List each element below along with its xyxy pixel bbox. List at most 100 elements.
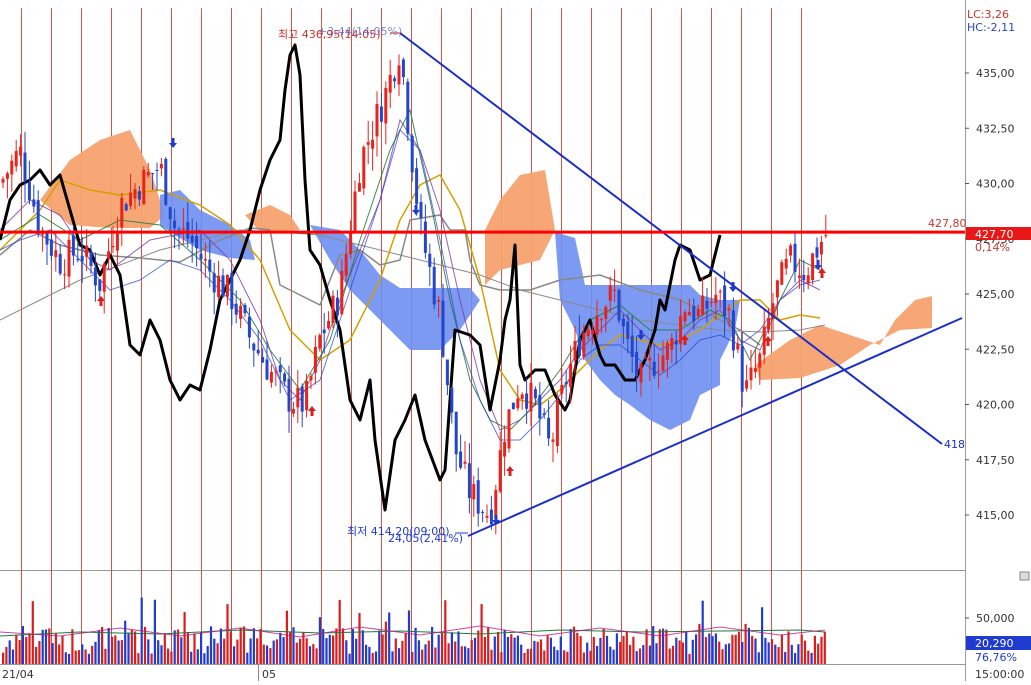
volume-bar — [615, 633, 618, 664]
candle-body — [657, 371, 661, 373]
candle-body — [63, 274, 67, 276]
descending-trendline — [399, 32, 943, 445]
volume-bar — [444, 600, 447, 664]
volume-bar — [714, 633, 717, 664]
volume-bar — [71, 629, 74, 664]
volume-bar — [803, 640, 807, 664]
volume-bar — [374, 651, 378, 664]
candle-body — [195, 235, 199, 249]
volume-bar — [737, 631, 741, 664]
candle-body — [547, 417, 551, 439]
candle-body — [674, 340, 678, 345]
current-volume-box — [966, 636, 1031, 650]
volume-bar — [48, 628, 51, 664]
volume-bar — [576, 632, 579, 664]
candle-body — [331, 295, 335, 324]
volume-bar — [345, 640, 348, 664]
candle-body — [793, 243, 797, 272]
candle-body — [511, 402, 515, 410]
volume-bar — [642, 645, 645, 664]
candle-body — [498, 450, 502, 492]
candle-body — [36, 200, 40, 233]
volume-bar — [302, 631, 305, 664]
candle-body — [32, 199, 36, 207]
volume-bar — [767, 642, 770, 664]
current-volume-ratio: 76,76% — [975, 651, 1017, 664]
candle-body — [551, 439, 555, 442]
volume-bar — [526, 648, 529, 664]
candle-body — [582, 332, 586, 357]
candle-body — [626, 321, 630, 339]
candle-body — [344, 254, 348, 276]
candle-body — [595, 315, 599, 335]
candle-body — [291, 408, 295, 414]
volume-bar — [447, 643, 450, 664]
volume-bar — [289, 631, 292, 664]
candle-body — [98, 279, 102, 291]
volume-bar — [2, 652, 5, 664]
candle-body — [313, 347, 317, 373]
candle-body — [137, 191, 141, 200]
current-price-box — [966, 227, 1031, 240]
volume-bar — [681, 642, 684, 664]
candle-body — [476, 480, 480, 514]
candle-body — [27, 181, 31, 201]
candle-body — [507, 409, 511, 449]
candle-body — [679, 316, 683, 345]
candle-body — [819, 241, 823, 255]
candle-body — [80, 255, 84, 262]
candle-body — [252, 343, 256, 351]
candle-body — [718, 291, 722, 293]
volume-bar — [388, 612, 391, 664]
candle-body — [71, 235, 75, 256]
y-tick-label: 420,00 — [976, 399, 1015, 412]
candle-body — [459, 451, 463, 468]
volume-bar — [596, 645, 599, 664]
volume-bar — [619, 642, 622, 664]
sell-signal-arrow — [814, 260, 822, 270]
volume-bar — [137, 653, 140, 664]
candle-body — [696, 309, 700, 317]
candle-body — [102, 263, 106, 292]
volume-bar — [701, 600, 704, 664]
candle-body — [357, 183, 361, 192]
volume-bar — [246, 652, 249, 664]
volume-bar — [589, 650, 592, 664]
panel-toggle-icon — [1019, 571, 1030, 581]
volume-bar — [665, 629, 668, 664]
volume-bar — [747, 627, 750, 664]
candle-body — [652, 361, 656, 376]
candle-body — [89, 251, 93, 267]
x-label-day: 05 — [262, 668, 276, 681]
volume-bar — [506, 636, 510, 664]
volume-bar — [724, 644, 727, 664]
volume-bar — [41, 629, 44, 664]
candle-body — [586, 329, 590, 337]
candle-body — [287, 378, 291, 412]
candle-body — [489, 509, 493, 525]
legend-hc: HC:-2,11 — [967, 21, 1015, 34]
volume-bar — [662, 628, 665, 664]
candle-body — [613, 289, 617, 291]
volume-bar — [74, 650, 77, 664]
volume-bar — [77, 650, 81, 664]
volume-bar — [384, 621, 387, 664]
candle-body — [353, 191, 357, 231]
candle-body — [111, 245, 115, 248]
volume-bar — [196, 649, 199, 664]
current-price-label: 427,70 — [975, 228, 1014, 241]
volume-bar — [160, 645, 163, 664]
candle-body — [366, 142, 370, 145]
volume-bar — [464, 646, 467, 664]
volume-bar — [394, 638, 397, 664]
candle-body — [564, 382, 568, 385]
buy-signal-arrow — [97, 296, 105, 306]
candle-body — [225, 274, 229, 297]
candle-body — [494, 489, 498, 519]
sell-signal-arrow — [412, 205, 420, 215]
candle-body — [120, 197, 124, 228]
volume-bar — [318, 617, 321, 664]
volume-bar — [5, 646, 8, 664]
volume-bar — [754, 638, 757, 664]
volume-bar — [632, 636, 635, 664]
